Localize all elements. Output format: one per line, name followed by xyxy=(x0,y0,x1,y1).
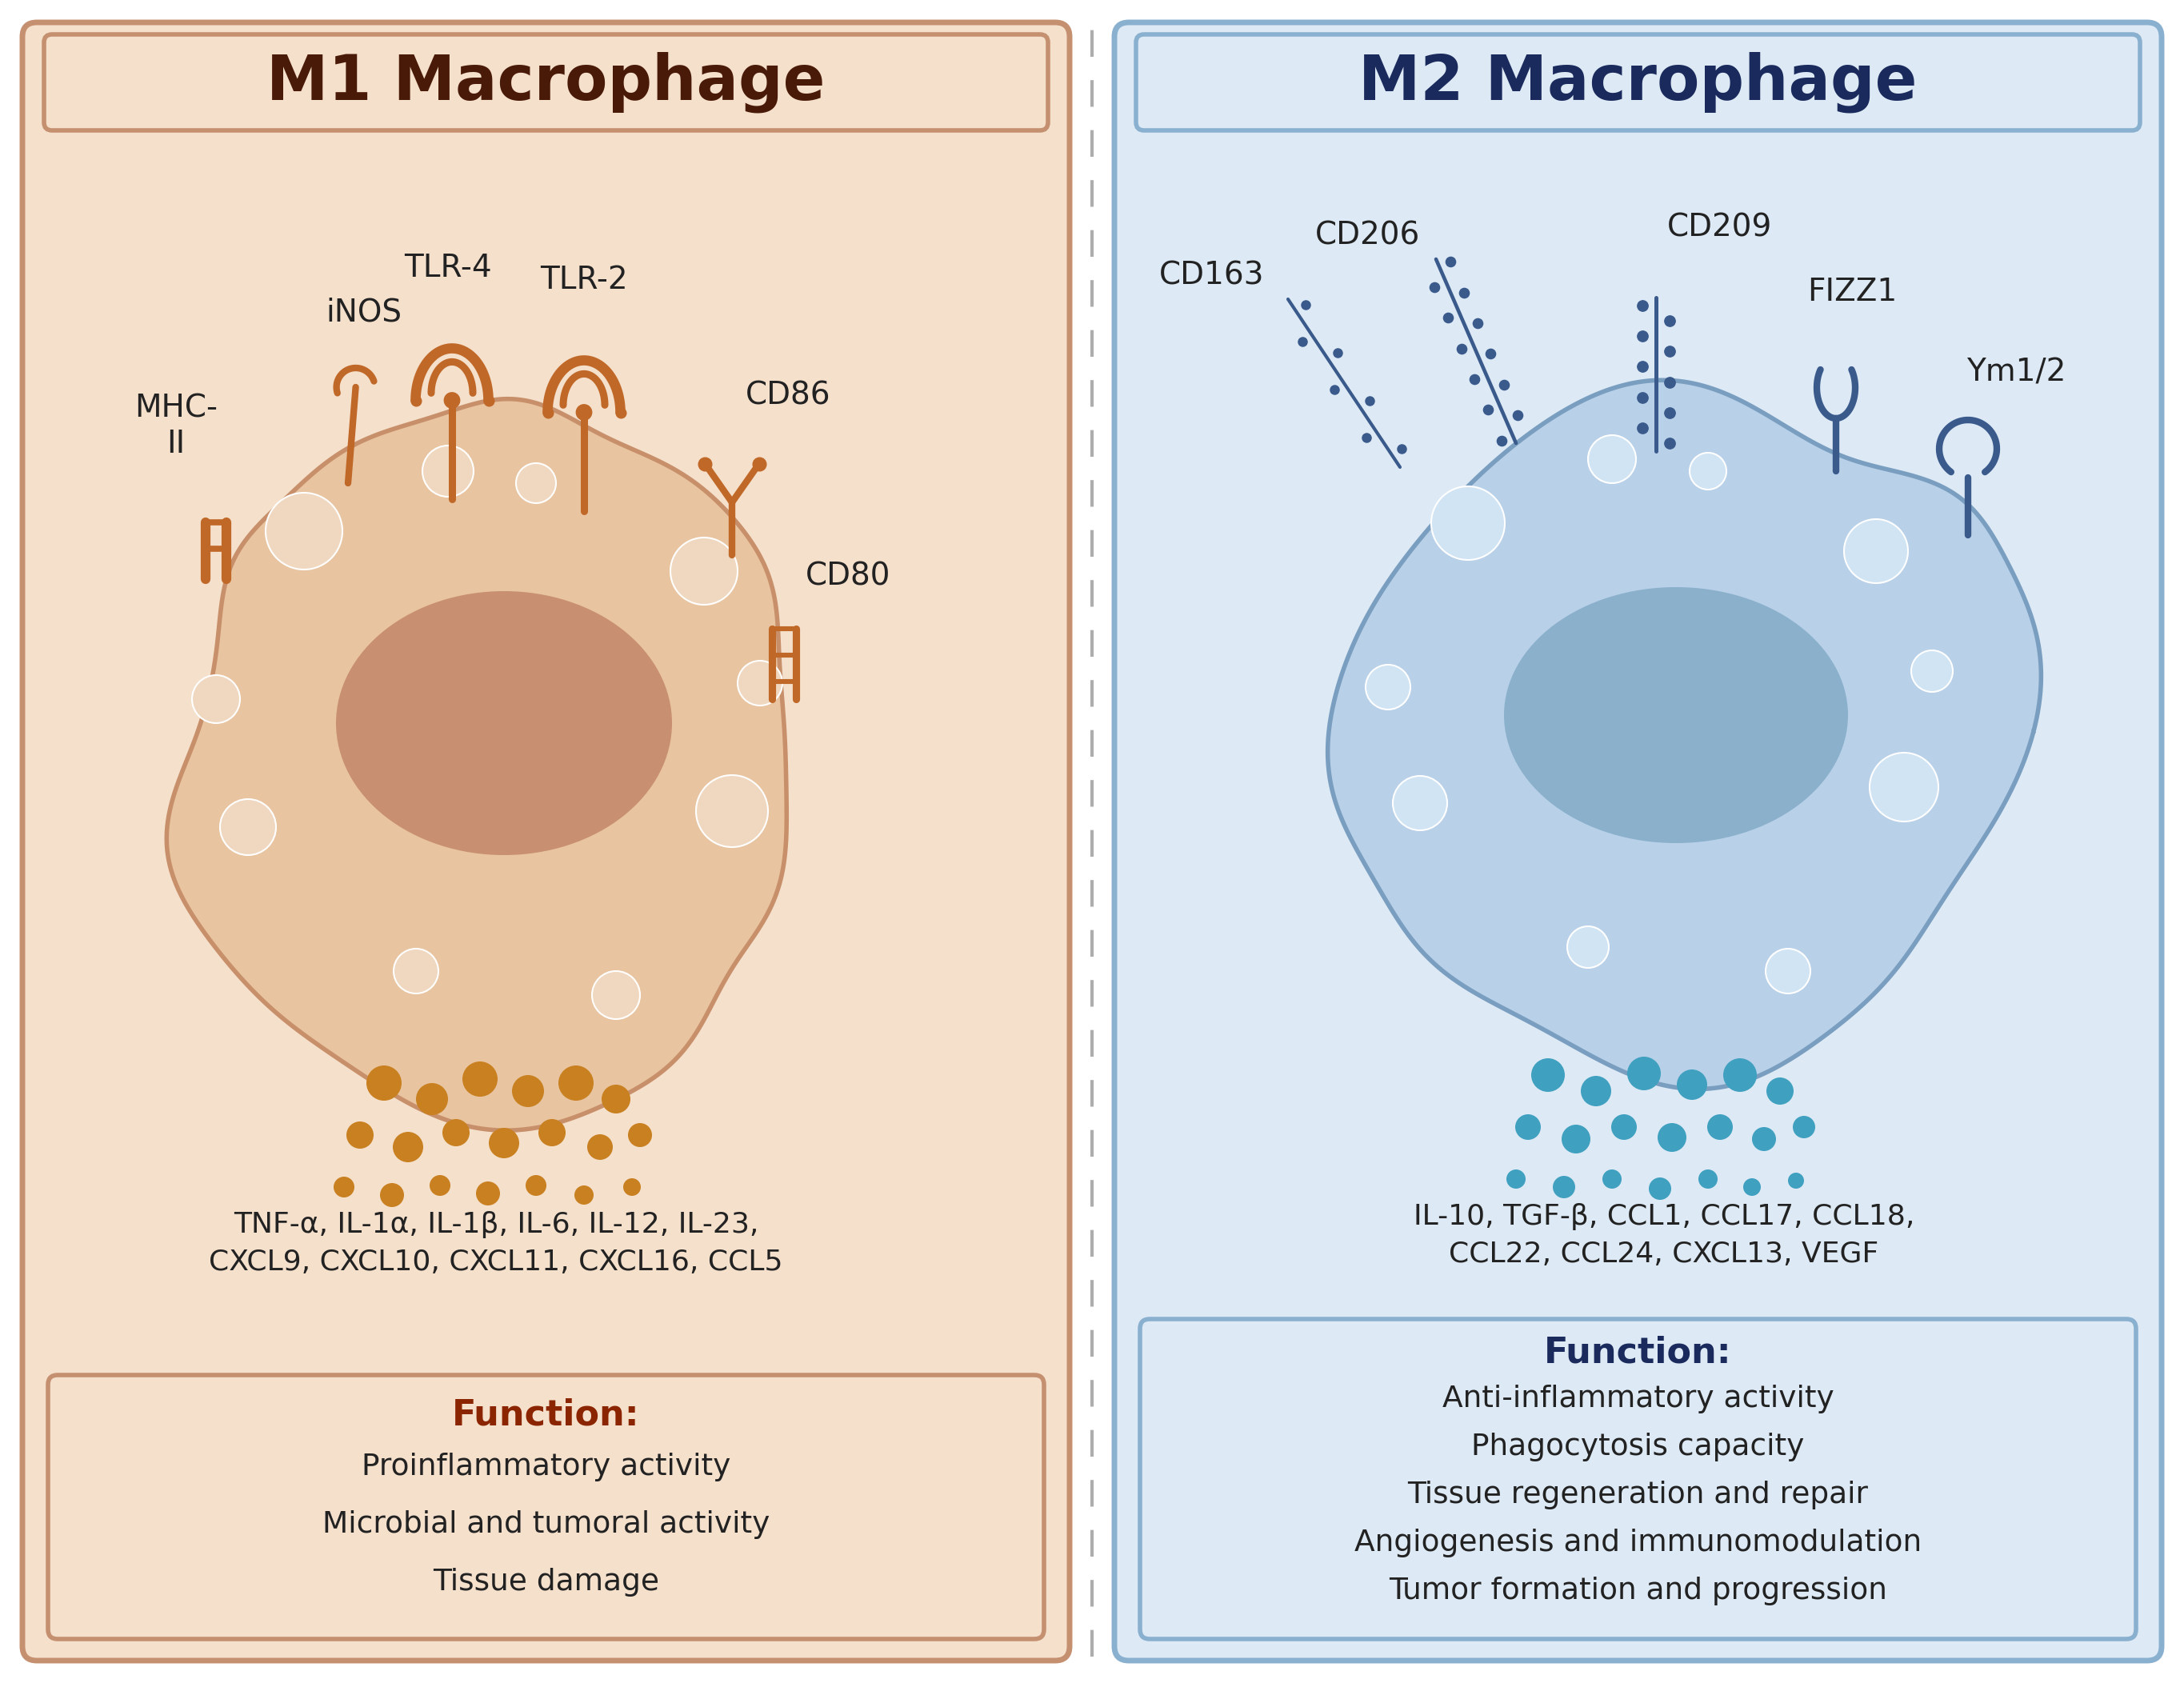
Circle shape xyxy=(574,1185,594,1205)
Text: MHC-
II: MHC- II xyxy=(135,394,218,459)
Circle shape xyxy=(526,1175,546,1197)
Ellipse shape xyxy=(336,591,673,855)
Circle shape xyxy=(1690,453,1725,490)
Circle shape xyxy=(559,1065,594,1101)
Text: Function:: Function: xyxy=(452,1399,640,1432)
Circle shape xyxy=(430,1175,450,1197)
Circle shape xyxy=(476,1181,500,1205)
Circle shape xyxy=(221,799,275,855)
Circle shape xyxy=(1765,949,1811,993)
FancyBboxPatch shape xyxy=(1136,34,2140,130)
Polygon shape xyxy=(1328,380,2042,1089)
Circle shape xyxy=(1743,1178,1760,1197)
Text: M2 Macrophage: M2 Macrophage xyxy=(1358,52,1918,113)
Text: iNOS: iNOS xyxy=(325,296,402,327)
Circle shape xyxy=(1911,650,1952,692)
Circle shape xyxy=(1752,1128,1776,1151)
Circle shape xyxy=(463,1062,498,1097)
Circle shape xyxy=(422,446,474,496)
Circle shape xyxy=(1612,1114,1636,1139)
Circle shape xyxy=(511,1075,544,1107)
Circle shape xyxy=(1393,776,1448,830)
Circle shape xyxy=(515,463,557,503)
Text: CD206: CD206 xyxy=(1315,220,1420,251)
Text: TNF-α, IL-1α, IL-1β, IL-6, IL-12, IL-23,
CXCL9, CXCL10, CXCL11, CXCL16, CCL5: TNF-α, IL-1α, IL-1β, IL-6, IL-12, IL-23,… xyxy=(210,1212,784,1276)
Text: Ym1/2: Ym1/2 xyxy=(1966,357,2066,387)
Ellipse shape xyxy=(1505,587,1848,843)
Circle shape xyxy=(1365,665,1411,710)
FancyBboxPatch shape xyxy=(1140,1319,2136,1639)
Circle shape xyxy=(670,537,738,604)
Circle shape xyxy=(1581,1075,1612,1106)
Text: Phagocytosis capacity: Phagocytosis capacity xyxy=(1472,1432,1804,1461)
Circle shape xyxy=(192,675,240,724)
Circle shape xyxy=(1658,1123,1686,1151)
Text: Tissue damage: Tissue damage xyxy=(432,1569,660,1597)
Circle shape xyxy=(393,1133,424,1163)
Circle shape xyxy=(1562,1124,1590,1153)
Text: CD209: CD209 xyxy=(1666,212,1773,242)
Circle shape xyxy=(1507,1170,1527,1188)
Circle shape xyxy=(415,1084,448,1116)
Circle shape xyxy=(1699,1170,1717,1188)
Text: Proinflammatory activity: Proinflammatory activity xyxy=(360,1452,732,1481)
Circle shape xyxy=(1789,1173,1804,1188)
FancyBboxPatch shape xyxy=(48,1375,1044,1639)
Circle shape xyxy=(1677,1069,1708,1101)
Circle shape xyxy=(489,1128,520,1158)
Circle shape xyxy=(380,1183,404,1207)
Circle shape xyxy=(1553,1176,1575,1198)
FancyBboxPatch shape xyxy=(44,34,1048,130)
Circle shape xyxy=(1870,752,1939,821)
Text: FIZZ1: FIZZ1 xyxy=(1806,276,1898,308)
Circle shape xyxy=(443,1119,470,1146)
Circle shape xyxy=(577,404,592,421)
Circle shape xyxy=(1568,926,1610,968)
Circle shape xyxy=(622,1178,640,1197)
Circle shape xyxy=(1531,1059,1564,1092)
FancyBboxPatch shape xyxy=(1114,22,2162,1661)
Circle shape xyxy=(1723,1059,1756,1092)
Circle shape xyxy=(1649,1178,1671,1200)
Circle shape xyxy=(1588,436,1636,483)
Circle shape xyxy=(1431,486,1505,560)
FancyBboxPatch shape xyxy=(22,22,1070,1661)
Circle shape xyxy=(443,392,461,409)
Circle shape xyxy=(629,1123,653,1148)
Text: Angiogenesis and immunomodulation: Angiogenesis and immunomodulation xyxy=(1354,1528,1922,1557)
Circle shape xyxy=(697,776,769,847)
Text: CD80: CD80 xyxy=(806,560,891,591)
Text: IL-10, TGF-β, CCL1, CCL17, CCL18,
CCL22, CCL24, CXCL13, VEGF: IL-10, TGF-β, CCL1, CCL17, CCL18, CCL22,… xyxy=(1413,1203,1915,1269)
Text: Anti-inflammatory activity: Anti-inflammatory activity xyxy=(1441,1385,1835,1414)
Circle shape xyxy=(347,1121,373,1149)
Circle shape xyxy=(1627,1057,1660,1091)
Circle shape xyxy=(393,949,439,993)
Circle shape xyxy=(367,1065,402,1101)
Text: TLR-2: TLR-2 xyxy=(539,264,627,295)
Text: Function:: Function: xyxy=(1544,1335,1732,1370)
Circle shape xyxy=(334,1176,354,1198)
Circle shape xyxy=(1603,1170,1621,1188)
Circle shape xyxy=(587,1134,614,1160)
Circle shape xyxy=(1843,518,1909,582)
Circle shape xyxy=(738,661,782,705)
Text: CD86: CD86 xyxy=(745,380,830,411)
Text: TLR-4: TLR-4 xyxy=(404,252,491,283)
Circle shape xyxy=(1767,1077,1793,1104)
Text: M1 Macrophage: M1 Macrophage xyxy=(266,52,826,113)
Circle shape xyxy=(539,1119,566,1146)
Text: Tumor formation and progression: Tumor formation and progression xyxy=(1389,1577,1887,1606)
Text: Tissue regeneration and repair: Tissue regeneration and repair xyxy=(1409,1481,1867,1510)
Text: CD163: CD163 xyxy=(1160,259,1265,291)
Circle shape xyxy=(1516,1114,1540,1139)
Circle shape xyxy=(592,971,640,1020)
Circle shape xyxy=(601,1084,631,1114)
Circle shape xyxy=(1793,1116,1815,1138)
Polygon shape xyxy=(166,399,786,1131)
Circle shape xyxy=(1708,1114,1732,1139)
Circle shape xyxy=(266,493,343,569)
Text: Microbial and tumoral activity: Microbial and tumoral activity xyxy=(323,1510,769,1538)
